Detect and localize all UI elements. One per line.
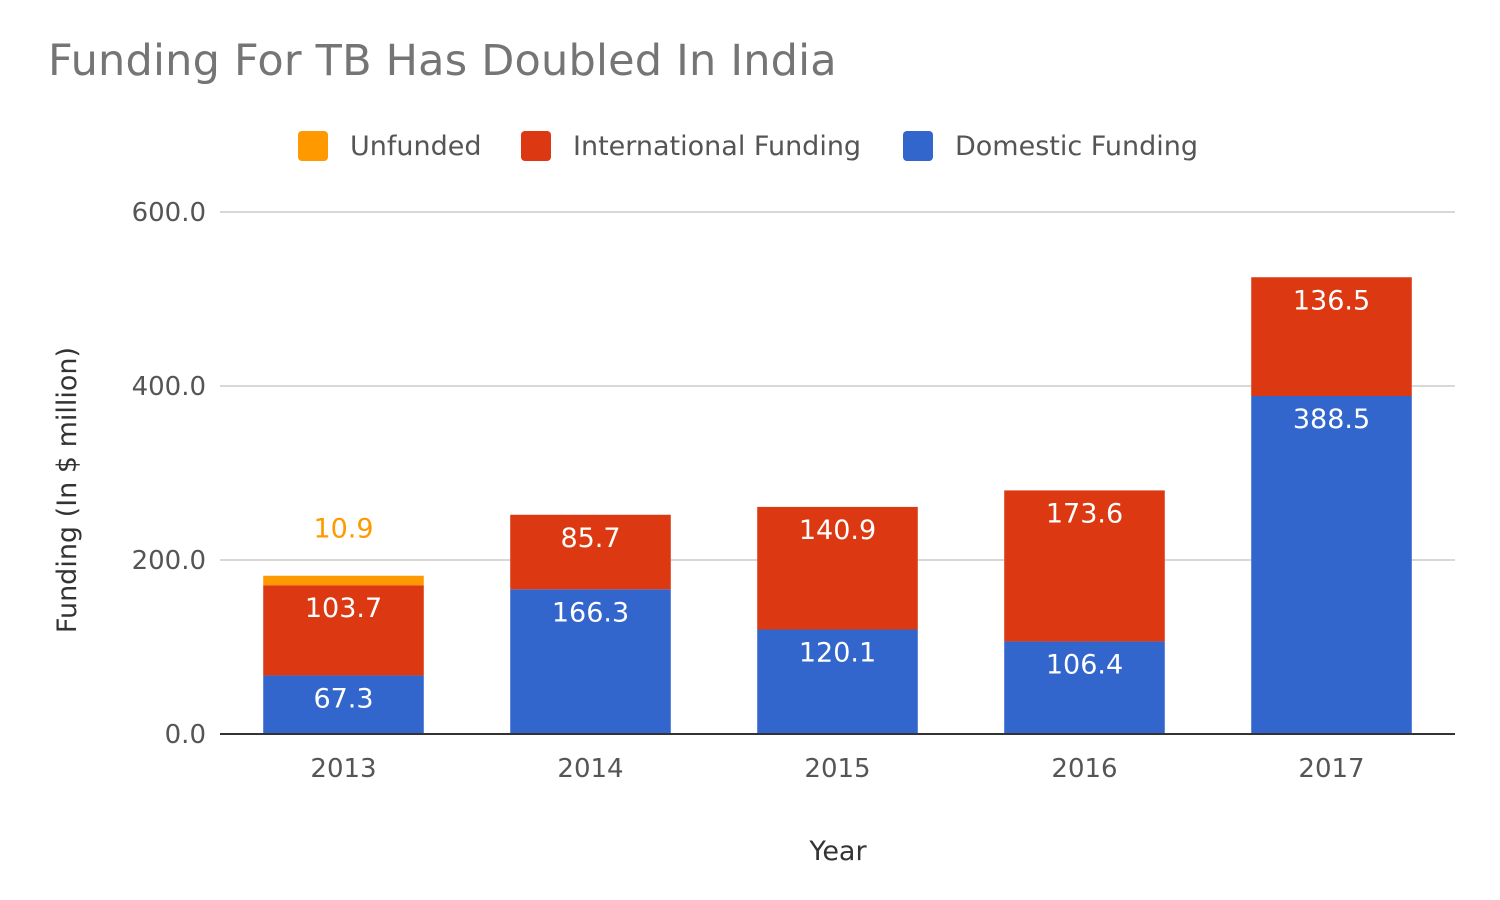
data-label-domestic-funding-2014: 166.3	[552, 597, 629, 628]
bar-international-funding-2013[interactable]	[263, 585, 424, 676]
x-tick-label: 2015	[804, 754, 870, 784]
data-label-international-funding-2017: 136.5	[1293, 285, 1370, 316]
y-tick-label: 200.0	[132, 546, 206, 576]
legend-swatch-international-funding	[521, 131, 551, 161]
data-label-international-funding-2016: 173.6	[1046, 498, 1123, 529]
legend-item-domestic-funding[interactable]: Domestic Funding	[903, 124, 1198, 168]
bar-international-funding-2016[interactable]	[1004, 490, 1165, 642]
legend-item-unfunded[interactable]: Unfunded	[298, 124, 482, 168]
y-tick-label: 600.0	[132, 198, 206, 228]
x-tick-label: 2014	[557, 754, 623, 784]
bar-unfunded-2013[interactable]	[263, 575, 424, 586]
x-tick-label: 2016	[1051, 754, 1117, 784]
legend-swatch-domestic-funding	[903, 131, 933, 161]
bar-international-funding-2014[interactable]	[510, 514, 671, 590]
data-label-international-funding-2015: 140.9	[799, 515, 876, 546]
data-label-domestic-funding-2016: 106.4	[1046, 649, 1123, 680]
legend-label-unfunded: Unfunded	[350, 130, 482, 162]
axes: 0.0 200.0 400.0 600.0 2013 2014 2015 2016 2017	[132, 198, 1455, 784]
x-tick-label: 2017	[1298, 754, 1364, 784]
bar-domestic-funding-2014[interactable]	[510, 589, 671, 734]
data-label-domestic-funding-2015: 120.1	[799, 638, 876, 669]
y-axis-title: Funding (In $ million)	[52, 347, 83, 633]
data-label-international-funding-2014: 85.7	[560, 523, 620, 554]
chart-title: Funding For TB Has Doubled In India	[48, 36, 837, 86]
bar-domestic-funding-2017[interactable]	[1251, 396, 1412, 734]
data-label-domestic-funding-2013: 67.3	[313, 683, 373, 714]
legend-label-international-funding: International Funding	[573, 130, 862, 162]
bar-domestic-funding-2013[interactable]	[263, 675, 424, 734]
data-label-international-funding-2013: 103.7	[305, 593, 382, 624]
bar-domestic-funding-2015[interactable]	[757, 629, 918, 734]
bar-domestic-funding-2016[interactable]	[1004, 641, 1165, 734]
data-label-domestic-funding-2017: 388.5	[1293, 404, 1370, 435]
bar-international-funding-2017[interactable]	[1251, 277, 1412, 397]
x-tick-label: 2013	[310, 754, 376, 784]
bar-international-funding-2015[interactable]	[757, 506, 918, 630]
data-label-unfunded-2013: 10.9	[313, 514, 373, 545]
y-tick-label: 400.0	[132, 372, 206, 402]
y-tick-label: 0.0	[165, 720, 206, 750]
bars	[263, 277, 1412, 734]
legend: Unfunded International Funding Domestic …	[0, 124, 1500, 168]
legend-label-domestic-funding: Domestic Funding	[955, 130, 1198, 162]
data-labels: 67.3 103.7 10.9 166.3 85.7 120.1 140.9 106.4 173…	[305, 285, 1370, 714]
legend-item-international-funding[interactable]: International Funding	[521, 124, 861, 168]
x-axis-title: Year	[808, 836, 867, 867]
legend-swatch-unfunded	[298, 131, 328, 161]
